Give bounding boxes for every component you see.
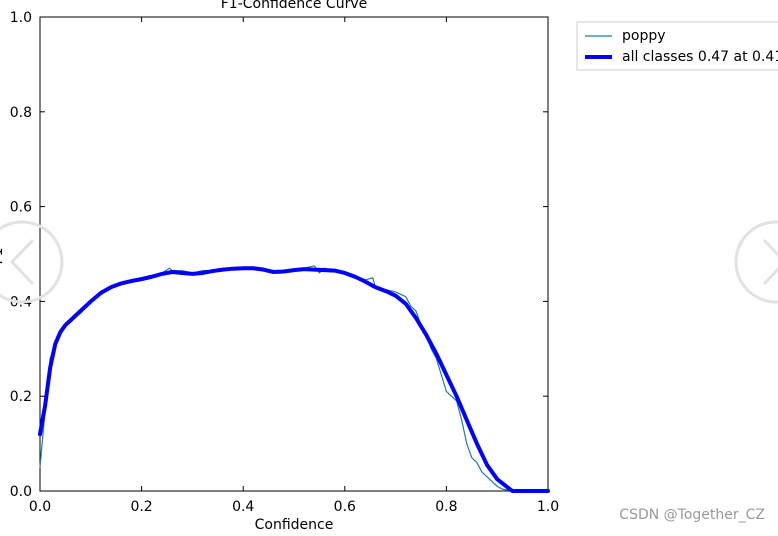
- legend-box: [576, 21, 778, 71]
- x-tick-label: 0.4: [232, 499, 254, 515]
- y-tick-label: 0.0: [10, 484, 32, 500]
- watermark-text: CSDN @Together_CZ: [619, 507, 765, 523]
- series-group: [38, 265, 550, 493]
- legend-entry-poppy: poppy: [622, 28, 666, 44]
- y-tick-label: 0.6: [10, 200, 32, 216]
- y-tick-label: 0.8: [10, 105, 32, 121]
- x-tick-label: 0.0: [29, 499, 51, 515]
- x-tick-label: 0.6: [334, 499, 356, 515]
- prev-arrow-icon[interactable]: [0, 220, 64, 304]
- x-tick-label: 0.8: [435, 499, 457, 515]
- y-axis: 0.00.20.40.60.81.0: [10, 10, 548, 500]
- x-axis-label: Confidence: [255, 517, 334, 532]
- legend: poppy all classes 0.47 at 0.418: [576, 21, 778, 71]
- series-line-all-classes: [38, 266, 550, 493]
- y-tick-label: 1.0: [10, 10, 32, 26]
- plot-area-frame: [39, 16, 549, 492]
- y-axis-label: F1: [0, 248, 6, 265]
- next-arrow-icon[interactable]: [734, 220, 778, 304]
- y-tick-label: 0.2: [10, 389, 32, 405]
- chart-title: F1-Confidence Curve: [221, 0, 367, 12]
- legend-entry-all-classes: all classes 0.47 at 0.418: [622, 49, 778, 65]
- x-axis: 0.0 0.2 0.4 0.6 0.8 1.0: [29, 17, 559, 515]
- x-tick-label: 1.0: [537, 499, 559, 515]
- x-tick-label: 0.2: [130, 499, 152, 515]
